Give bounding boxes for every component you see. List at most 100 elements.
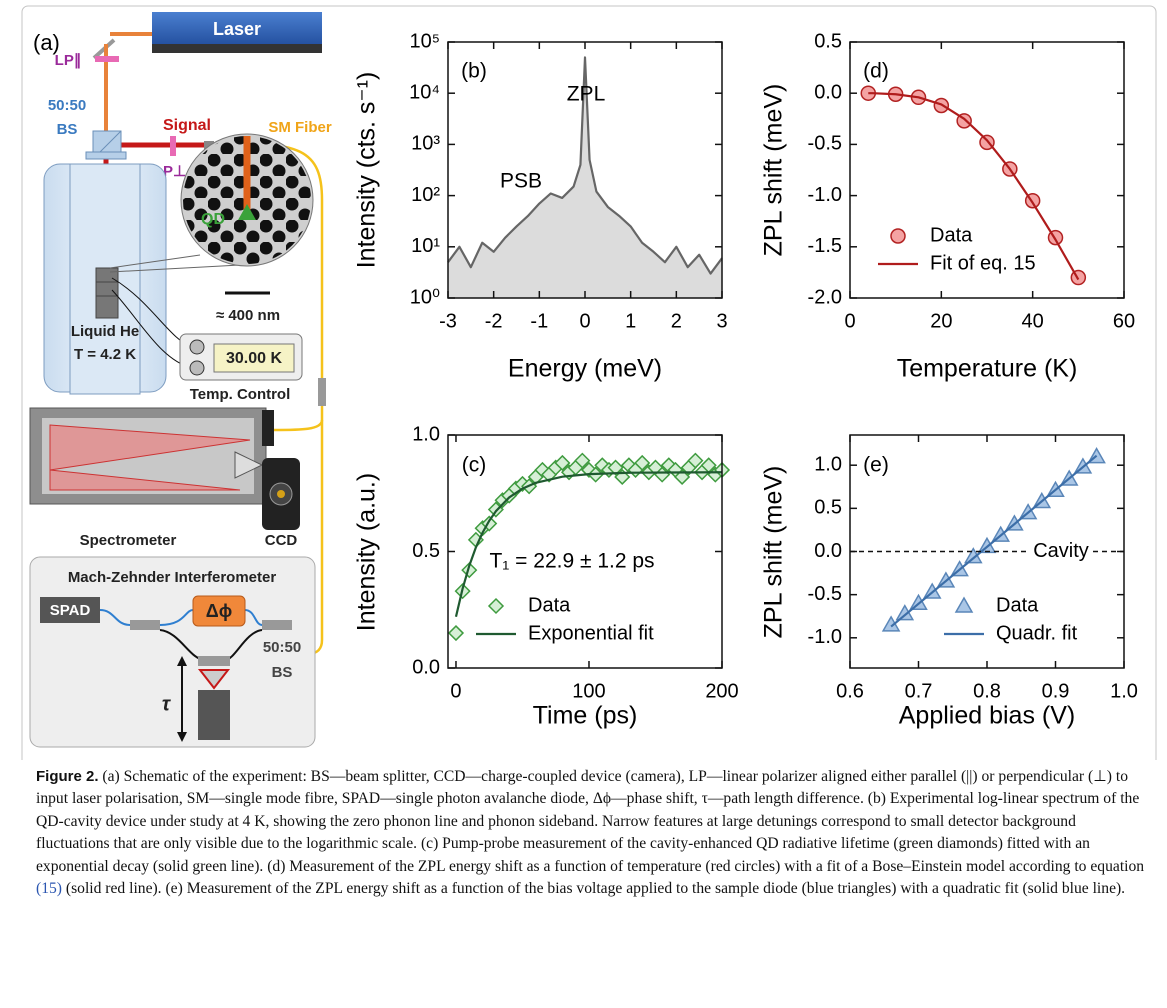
y-tick-label: -2.0 bbox=[808, 286, 842, 308]
annotation: T₁ = 22.9 ± 1.2 ps bbox=[489, 550, 654, 573]
y-axis-title: Intensity (a.u.) bbox=[353, 473, 381, 631]
line bbox=[868, 92, 1080, 281]
connector bbox=[189, 339, 205, 355]
x-tick-label: 100 bbox=[572, 680, 605, 702]
line bbox=[890, 454, 1098, 628]
delay-label: τ bbox=[162, 693, 172, 715]
panel-label: (b) bbox=[461, 60, 487, 83]
legend-label: Exponential fit bbox=[528, 622, 654, 644]
data-point bbox=[895, 604, 915, 621]
y-tick-label: 0.0 bbox=[814, 540, 842, 562]
ccd-sensor bbox=[277, 490, 285, 498]
zoom-line bbox=[109, 264, 241, 273]
coupler bbox=[262, 620, 292, 630]
x-tick-label: 3 bbox=[716, 310, 727, 332]
x-axis-title: Energy (meV) bbox=[508, 355, 662, 383]
x-axis-title: Applied bias (V) bbox=[899, 702, 1075, 730]
data-point bbox=[461, 562, 478, 579]
laser bbox=[152, 12, 322, 46]
y-tick-label: 0.0 bbox=[814, 81, 842, 103]
x-tick-label: 0 bbox=[579, 310, 590, 332]
x-tick-label: 2 bbox=[671, 310, 682, 332]
y-tick-label: 10⁰ bbox=[410, 286, 440, 308]
lp-parallel: LP∥ bbox=[55, 52, 82, 69]
line bbox=[447, 56, 723, 275]
y-tick-label: 10² bbox=[411, 184, 440, 206]
y-axis-title: ZPL shift (meV) bbox=[760, 84, 788, 257]
y-tick-label: -1.0 bbox=[808, 184, 842, 206]
delay-stage bbox=[198, 690, 230, 740]
quantum-dot bbox=[238, 204, 256, 220]
x-tick-label: 0.6 bbox=[836, 680, 864, 702]
caption-text: (solid red line). (e) Measurement of the… bbox=[61, 880, 1126, 898]
x-axis-title: Temperature (K) bbox=[897, 355, 1078, 383]
reference-label: Cavity bbox=[1033, 540, 1089, 562]
sm-fiber-label: SM Fiber bbox=[268, 119, 332, 136]
x-tick-label: 60 bbox=[1113, 310, 1135, 332]
fiber-connector bbox=[318, 378, 326, 406]
equation-ref[interactable]: (15) bbox=[36, 880, 62, 898]
x-tick-label: 1.0 bbox=[1110, 680, 1138, 702]
x-tick-label: 200 bbox=[705, 680, 738, 702]
y-tick-label: 0.5 bbox=[412, 540, 440, 562]
laser-label: Laser bbox=[213, 19, 261, 39]
annotation: PSB bbox=[500, 170, 542, 193]
spectrometer-label: Spectrometer bbox=[80, 532, 177, 549]
legend-symbol bbox=[890, 228, 906, 244]
line bbox=[454, 471, 723, 617]
x-tick-label: 0 bbox=[844, 310, 855, 332]
caption-text: (a) Schematic of the experiment: BS—beam… bbox=[36, 768, 1145, 875]
area bbox=[448, 57, 722, 298]
caption-label: Figure 2. bbox=[36, 768, 99, 785]
y-tick-label: 10³ bbox=[411, 133, 440, 155]
y-tick-label: -0.5 bbox=[808, 583, 842, 605]
legend-symbol bbox=[954, 596, 974, 613]
schematic: (a) Laser LP∥ 50:50 BS Signal LP⊥ SM Fib… bbox=[29, 12, 332, 748]
spad-label: SPAD bbox=[50, 602, 91, 619]
laser-base bbox=[152, 44, 322, 53]
y-tick-label: 10⁴ bbox=[409, 81, 440, 103]
temp-control-label: Temp. Control bbox=[190, 386, 291, 403]
legend-label: Data bbox=[930, 224, 973, 246]
scale-label: ≈ 400 nm bbox=[216, 307, 280, 324]
collimator bbox=[198, 656, 230, 666]
panel-label: (d) bbox=[863, 60, 889, 83]
y-tick-label: -1.0 bbox=[808, 626, 842, 648]
legend-label: Quadr. fit bbox=[996, 622, 1078, 644]
y-tick-label: 0.5 bbox=[814, 30, 842, 52]
bs-ratio: 50:50 bbox=[48, 97, 86, 114]
y-tick-label: 1.0 bbox=[412, 423, 440, 445]
caption: Figure 2. (a) Schematic of the experimen… bbox=[36, 766, 1148, 900]
y-tick-label: 10¹ bbox=[411, 235, 440, 257]
y-axis-title: Intensity (cts. s⁻¹) bbox=[353, 72, 381, 269]
data-point bbox=[574, 452, 591, 469]
x-tick-label: -1 bbox=[530, 310, 548, 332]
display bbox=[213, 343, 295, 373]
y-tick-label: 0.0 bbox=[412, 656, 440, 678]
window bbox=[85, 151, 127, 160]
mzi-title: Mach-Zehnder Interferometer bbox=[68, 569, 277, 586]
x-tick-label: -2 bbox=[485, 310, 503, 332]
x-tick-label: 1 bbox=[625, 310, 636, 332]
input-port bbox=[262, 410, 274, 446]
data-point bbox=[607, 459, 624, 476]
phase-shifter bbox=[192, 595, 246, 627]
y-tick-label: 10⁵ bbox=[409, 30, 440, 52]
panel-label: (a) bbox=[33, 30, 60, 55]
x-tick-label: 20 bbox=[930, 310, 952, 332]
x-axis-title: Time (ps) bbox=[533, 702, 638, 730]
qd-label: QD bbox=[201, 211, 225, 228]
ccd-label: CCD bbox=[265, 532, 298, 549]
cryo-temperature: T = 4.2 K bbox=[74, 346, 136, 363]
x-tick-label: 0.7 bbox=[905, 680, 933, 702]
panel-label: (c) bbox=[462, 454, 487, 477]
x-tick-label: 0.8 bbox=[973, 680, 1001, 702]
y-axis-title: ZPL shift (meV) bbox=[760, 466, 788, 639]
plot-frame bbox=[849, 41, 1125, 299]
x-tick-label: -3 bbox=[439, 310, 457, 332]
figure-frame bbox=[21, 5, 1157, 760]
coupler bbox=[130, 620, 160, 630]
data-point bbox=[687, 452, 704, 469]
legend-label: Fit of eq. 15 bbox=[930, 252, 1036, 274]
data-point bbox=[447, 624, 465, 642]
